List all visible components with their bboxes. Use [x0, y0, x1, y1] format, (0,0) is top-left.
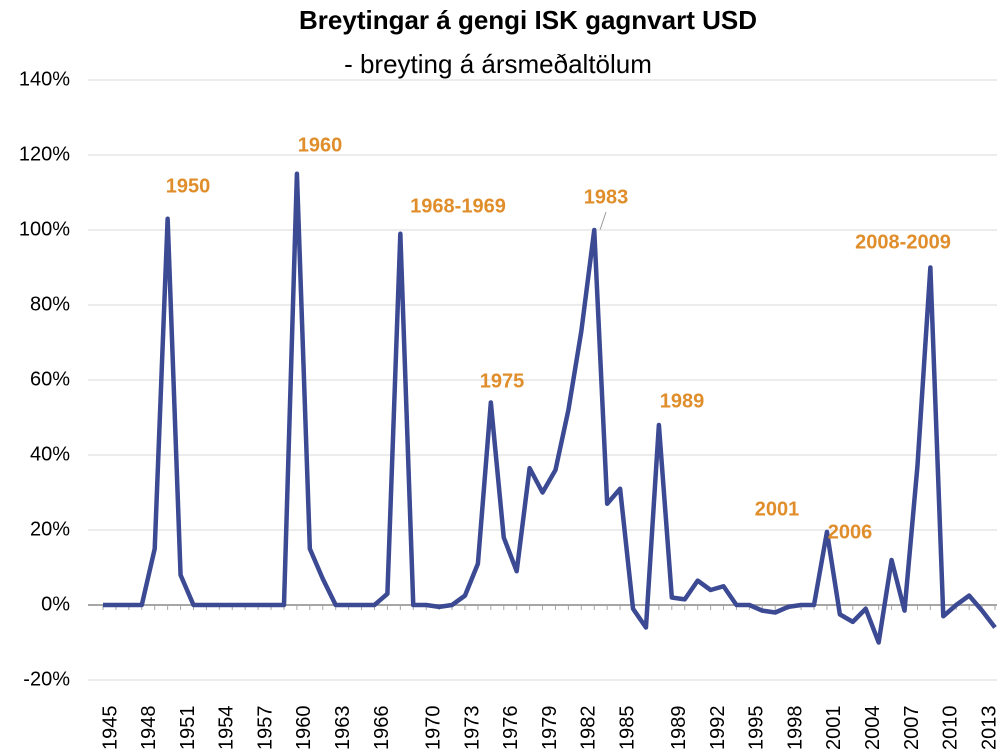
x-tick-label: 1970: [422, 706, 444, 751]
x-tick-label: 1957: [254, 706, 276, 751]
y-tick-label: 120%: [19, 143, 70, 165]
x-tick-label: 1995: [746, 706, 768, 751]
x-tick-label: 2004: [862, 706, 884, 751]
x-tick-label: 1973: [461, 706, 483, 751]
x-tick-label: 2001: [823, 706, 845, 751]
annotation: 2006: [828, 521, 873, 543]
x-tick-label: 1951: [177, 706, 199, 751]
x-tick-label: 1948: [138, 706, 160, 751]
y-tick-label: 80%: [30, 293, 70, 315]
x-tick-label: 1960: [293, 706, 315, 751]
x-tick-label: 1954: [216, 706, 238, 751]
y-tick-label: 0%: [41, 593, 70, 615]
data-line: [103, 171, 997, 645]
y-tick-label: 40%: [30, 443, 70, 465]
annotation: 1983: [584, 186, 629, 208]
x-tick-label: 1989: [668, 706, 690, 751]
chart-subtitle: - breyting á ársmeðaltölum: [344, 49, 652, 79]
y-tick-label: 20%: [30, 518, 70, 540]
x-tick-label: 2013: [978, 705, 997, 750]
y-tick-label: -20%: [23, 668, 70, 690]
x-tick-label: 2007: [901, 706, 923, 751]
annotation: 1975: [480, 370, 525, 392]
leader-line: [599, 211, 607, 231]
x-tick-label: 1979: [539, 706, 561, 751]
x-tick-label: 2010: [940, 706, 962, 751]
annotation: 2001: [755, 498, 800, 520]
x-tick-label: 1998: [784, 706, 806, 751]
x-tick-label: 1985: [616, 706, 638, 751]
annotation: 1989: [660, 390, 705, 412]
x-tick-label: 1966: [371, 706, 393, 751]
x-tick-label: 1992: [707, 706, 729, 751]
chart-title: Breytingar á gengi ISK gagnvart USD: [299, 5, 757, 35]
x-tick-label: 1945: [99, 706, 121, 751]
x-tick-label: 1976: [500, 706, 522, 751]
annotation: 2008-2009: [855, 231, 951, 253]
annotation: 1960: [298, 134, 343, 156]
annotation: 1950: [166, 175, 211, 197]
x-tick-label: 1982: [578, 706, 600, 751]
y-tick-label: 140%: [19, 68, 70, 90]
y-tick-label: 60%: [30, 368, 70, 390]
y-tick-label: 100%: [19, 218, 70, 240]
annotation: 1968-1969: [410, 195, 506, 217]
x-tick-label: 1963: [332, 706, 354, 751]
